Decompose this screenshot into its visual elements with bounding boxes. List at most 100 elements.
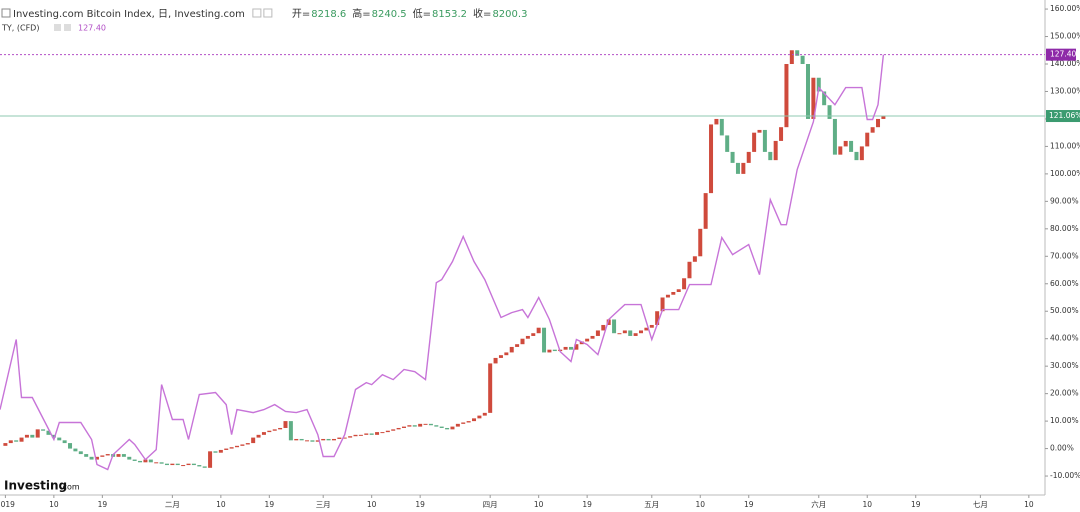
candle-body [364,433,369,435]
collapse-icon[interactable] [1,8,11,18]
candle-body [68,443,73,449]
candle-body [41,429,46,431]
candle-body [261,432,266,435]
candle-body [579,341,584,345]
candle-body [175,463,180,466]
last-price-box [1046,48,1076,61]
candle-body [682,278,687,290]
candle-body [337,437,342,439]
candle-body [299,438,304,441]
candle-body [757,129,762,133]
candle-body [520,338,525,345]
y-tick-label: 80.00% [1050,224,1079,233]
candle-body [24,434,29,438]
x-tick-label: 二月 [165,500,180,509]
candle-body [224,448,229,450]
header-icon [263,8,273,18]
y-tick-label: 90.00% [1050,196,1079,205]
candle-body [305,440,310,442]
candle-body [816,77,821,92]
ohlc-label: 低= [413,7,431,20]
candle-body [245,443,250,445]
candle-body [811,77,816,119]
candle-body [181,465,186,467]
x-tick-label: 19 [98,500,108,509]
candle-body [849,140,854,152]
candle-body [57,437,62,441]
candle-body [348,436,353,438]
candle-body [385,430,390,433]
candle-body [509,346,514,353]
candle-body [719,118,724,136]
candle-body [434,425,439,427]
candle-body [617,333,622,335]
x-tick-label: 10 [367,500,377,509]
x-tick-label: 19 [415,500,425,509]
candle-body [218,449,223,453]
ohlc-label: 收= [473,7,491,20]
series-price: 127.40 [78,24,106,33]
settings-icon[interactable] [54,24,61,31]
candle-body [552,349,557,352]
candle-body [649,324,654,328]
candle-body [310,440,315,442]
y-tick-label: 10.00% [1050,416,1079,425]
candle-body [132,459,137,461]
logo-suffix: .com [60,483,80,492]
candle-body [870,127,875,133]
candle-body [46,430,51,435]
candle-body [843,140,848,147]
candle-body [235,445,240,448]
candle-body [353,434,358,437]
candle-body [687,261,692,279]
candle-body [396,427,401,430]
candle-body [375,432,380,435]
candle-body [143,459,148,463]
candle-body [159,462,164,464]
candle-body [202,466,207,468]
x-tick-label: 10 [216,500,226,509]
candle-body [191,463,196,466]
candle-body [418,423,423,427]
candle-body [105,454,110,456]
candle-body [698,228,703,257]
candle-body [358,434,363,436]
candle-body [741,162,746,174]
candle-body [805,64,810,119]
candle-body [784,64,789,128]
header-icon [252,8,262,18]
candle-body [466,421,471,423]
candle-body [536,327,541,334]
candle-body [735,162,740,174]
close-icon[interactable] [64,24,71,31]
y-tick-label: 20.00% [1050,389,1079,398]
candle-body [369,433,374,435]
candle-body [278,427,283,430]
candle-body [488,363,493,413]
candle-body [331,438,336,441]
y-tick-label: 60.00% [1050,279,1079,288]
candle-body [73,448,78,452]
candle-body [391,429,396,431]
ohlc-value: 8200.3 [492,9,527,20]
candle-body [240,444,245,446]
candle-body [407,425,412,427]
candle-body [768,151,773,161]
y-tick-label: 50.00% [1050,306,1079,315]
candle-body [321,438,326,441]
y-tick-label: 110.00% [1050,141,1080,150]
candle-body [762,129,767,152]
candle-body [633,333,638,336]
y-tick-label: 100.00% [1050,169,1080,178]
x-tick-label: 三月 [316,500,331,509]
candle-body [251,437,256,444]
candle-body [412,425,417,427]
candle-body [154,462,159,464]
ohlc-label: 开= [292,9,310,20]
last-close-label: 121.06% [1049,111,1080,120]
logo: Investing .com [4,479,80,493]
y-tick-label: 140.00% [1050,59,1080,68]
candle-body [342,437,347,439]
